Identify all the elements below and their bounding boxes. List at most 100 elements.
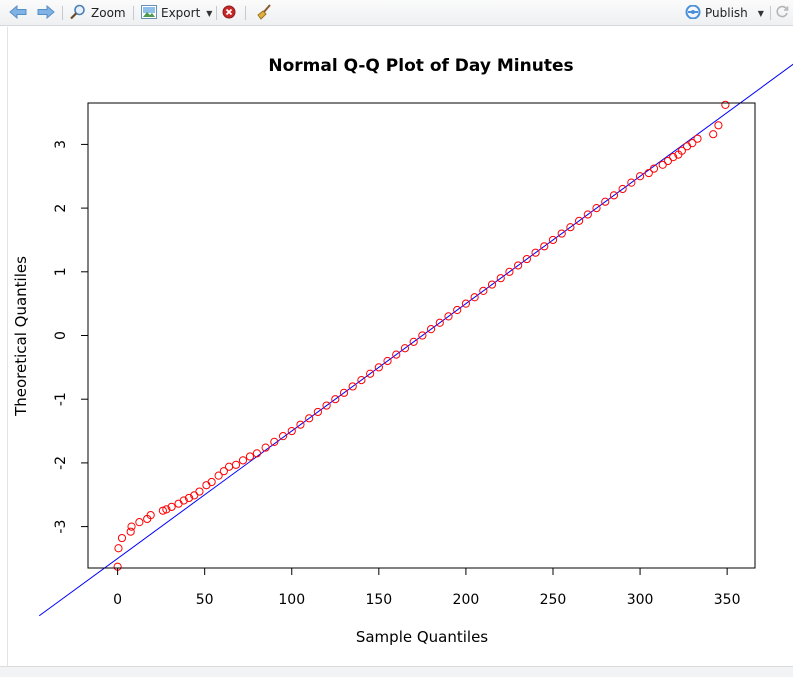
data-point bbox=[618, 184, 627, 194]
data-point bbox=[287, 426, 296, 436]
data-point bbox=[162, 505, 171, 514]
data-point bbox=[366, 369, 375, 378]
data-point bbox=[392, 350, 401, 359]
x-tick-label: 150 bbox=[365, 592, 392, 608]
chevron-down-icon: ▼ bbox=[757, 8, 764, 18]
y-tick-label: 0 bbox=[53, 331, 69, 340]
data-point bbox=[635, 172, 645, 181]
close-circle-icon bbox=[222, 5, 236, 22]
clear-all-button[interactable] bbox=[255, 3, 273, 23]
y-tick-label: 2 bbox=[53, 204, 69, 213]
publish-button[interactable]: Publish ▼ bbox=[685, 3, 764, 23]
x-tick-label: 350 bbox=[714, 592, 741, 608]
refresh-button[interactable] bbox=[775, 3, 789, 23]
data-point bbox=[195, 487, 204, 496]
data-point bbox=[487, 280, 497, 289]
data-point bbox=[644, 168, 653, 178]
zoom-label: Zoom bbox=[91, 6, 126, 20]
data-point bbox=[470, 293, 479, 302]
data-point bbox=[409, 337, 418, 346]
data-point bbox=[117, 533, 127, 543]
x-tick-label: 100 bbox=[278, 592, 305, 608]
data-point bbox=[583, 210, 592, 219]
data-point bbox=[709, 130, 718, 139]
data-point bbox=[669, 153, 678, 162]
data-point bbox=[252, 449, 262, 458]
data-point bbox=[339, 388, 349, 397]
data-point bbox=[322, 401, 331, 410]
x-axis-label: Sample Quantiles bbox=[356, 628, 488, 646]
x-tick-label: 0 bbox=[113, 592, 122, 608]
data-point bbox=[627, 178, 636, 187]
zoom-icon bbox=[69, 4, 87, 23]
data-point bbox=[649, 164, 659, 173]
forward-button[interactable] bbox=[37, 3, 55, 23]
publish-icon bbox=[685, 4, 701, 22]
export-icon bbox=[141, 4, 157, 22]
data-point bbox=[505, 267, 514, 276]
data-point bbox=[245, 452, 255, 461]
data-point bbox=[261, 443, 270, 452]
refresh-icon bbox=[775, 5, 789, 22]
plot-toolbar: Zoom Export ▼ Publish ▼ bbox=[0, 0, 793, 26]
data-point bbox=[677, 146, 686, 155]
data-point bbox=[224, 462, 234, 471]
data-point bbox=[479, 286, 488, 296]
data-point bbox=[219, 467, 228, 476]
data-point bbox=[374, 363, 383, 372]
data-point bbox=[174, 499, 183, 508]
x-tick-label: 250 bbox=[540, 592, 567, 608]
data-point bbox=[531, 248, 540, 257]
plot-frame bbox=[87, 102, 756, 569]
data-point bbox=[444, 312, 453, 321]
data-point bbox=[357, 375, 366, 385]
y-tick-label: 3 bbox=[53, 140, 69, 149]
arrow-left-icon bbox=[9, 4, 27, 22]
data-point bbox=[184, 493, 194, 503]
data-point bbox=[496, 274, 505, 283]
data-point bbox=[557, 229, 566, 238]
y-tick-label: -2 bbox=[53, 456, 69, 470]
arrow-right-icon bbox=[37, 4, 55, 22]
data-point bbox=[693, 134, 702, 143]
chart-title: Normal Q-Q Plot of Day Minutes bbox=[268, 56, 573, 76]
zoom-button[interactable]: Zoom bbox=[69, 3, 126, 23]
y-tick-label: 1 bbox=[53, 267, 69, 276]
y-axis-label: Theoretical Quantiles bbox=[12, 256, 30, 417]
data-point bbox=[540, 242, 549, 251]
data-point bbox=[548, 235, 558, 245]
data-point bbox=[313, 407, 322, 417]
status-strip bbox=[0, 666, 793, 677]
data-point bbox=[609, 191, 619, 200]
data-point bbox=[238, 456, 248, 465]
data-point bbox=[383, 356, 392, 366]
data-point bbox=[453, 305, 462, 315]
data-point bbox=[278, 432, 288, 441]
data-point bbox=[400, 344, 410, 353]
export-button[interactable]: Export ▼ bbox=[141, 3, 212, 23]
data-point bbox=[426, 325, 436, 334]
data-point bbox=[348, 382, 357, 391]
data-point bbox=[435, 318, 444, 327]
back-button[interactable] bbox=[9, 3, 27, 23]
remove-plot-button[interactable] bbox=[222, 3, 236, 23]
data-point bbox=[566, 223, 575, 232]
x-tick-label: 300 bbox=[627, 592, 654, 608]
data-point bbox=[721, 100, 730, 110]
data-point bbox=[461, 299, 471, 308]
data-point bbox=[231, 460, 241, 469]
reference-line bbox=[38, 63, 793, 617]
x-tick-label: 200 bbox=[453, 592, 480, 608]
data-point bbox=[190, 491, 199, 500]
data-point bbox=[146, 511, 155, 520]
data-point bbox=[202, 481, 211, 490]
data-point bbox=[601, 197, 610, 206]
data-point bbox=[514, 261, 523, 270]
y-tick-label: -3 bbox=[53, 520, 69, 534]
data-point bbox=[270, 437, 279, 446]
data-point bbox=[114, 544, 123, 553]
data-point bbox=[331, 395, 340, 404]
data-point bbox=[126, 527, 135, 536]
x-tick-label: 50 bbox=[196, 592, 214, 608]
data-point bbox=[214, 471, 223, 480]
